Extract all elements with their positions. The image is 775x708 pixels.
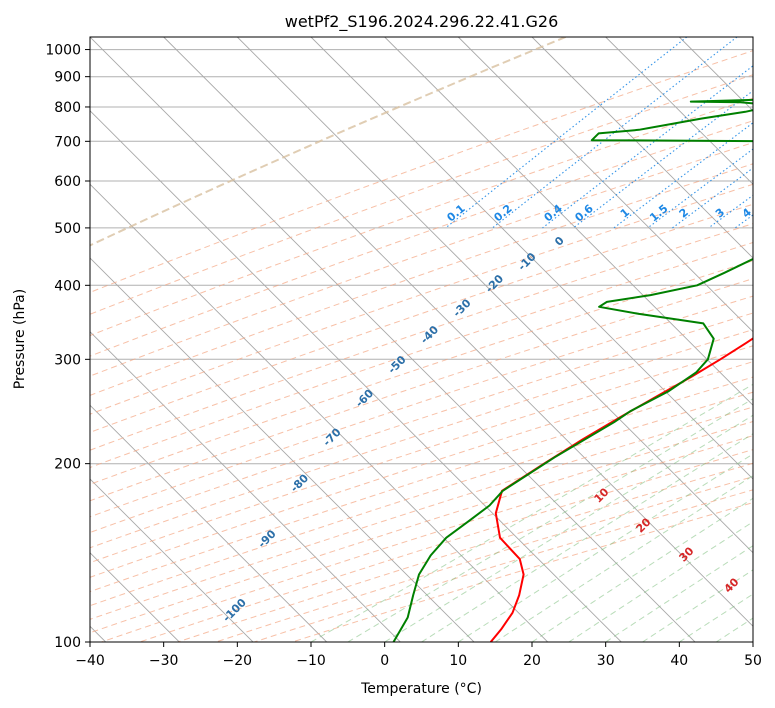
isotherm-line bbox=[531, 37, 753, 259]
isotherm-line bbox=[310, 37, 753, 480]
y-axis-label: Pressure (hPa) bbox=[12, 289, 28, 389]
moist-adiabat-line bbox=[531, 497, 753, 642]
isotherm-line bbox=[90, 331, 401, 642]
isotherm-line bbox=[90, 257, 475, 642]
isotherm-line bbox=[90, 37, 696, 642]
dry-adiabat-line bbox=[90, 142, 753, 377]
mixing-ratio-line bbox=[672, 167, 753, 229]
dry-adiabat-line bbox=[90, 345, 753, 564]
dry-adiabat-line bbox=[90, 361, 753, 578]
mixing-ratio-line bbox=[542, 65, 753, 229]
moist-adiabat-line bbox=[310, 383, 753, 642]
y-tick-label: 1000 bbox=[45, 43, 81, 59]
x-tick-label: 10 bbox=[449, 653, 467, 669]
profile-line bbox=[489, 337, 753, 642]
dry-adiabat-line bbox=[90, 120, 753, 357]
x-tick-label: 50 bbox=[744, 653, 762, 669]
y-tick-label: 200 bbox=[54, 457, 81, 473]
x-tick-label: 40 bbox=[670, 653, 688, 669]
dry-adiabat-line bbox=[90, 183, 753, 415]
isotherm-line bbox=[90, 404, 328, 642]
y-tick-label: 900 bbox=[54, 70, 81, 86]
x-tick-label: 20 bbox=[523, 653, 541, 669]
isotherm-line bbox=[236, 37, 753, 554]
dry-adiabat-line bbox=[254, 489, 753, 642]
dry-adiabat-line bbox=[90, 163, 753, 396]
y-tick-label: 800 bbox=[54, 100, 81, 116]
plot-area bbox=[90, 37, 753, 642]
x-tick-label: −20 bbox=[223, 653, 253, 669]
moist-adiabat-line bbox=[568, 521, 753, 642]
reference-curve-line bbox=[90, 37, 566, 247]
y-tick-label: 400 bbox=[54, 278, 81, 294]
background-lines bbox=[90, 37, 753, 642]
isotherm-line bbox=[90, 110, 622, 642]
dry-adiabat-line bbox=[139, 449, 753, 642]
mixing-ratio-line bbox=[445, 37, 688, 229]
dry-adiabat-line bbox=[90, 329, 753, 549]
isotherm-line bbox=[457, 37, 753, 333]
x-tick-label: −10 bbox=[296, 653, 326, 669]
moist-adiabat-line bbox=[494, 475, 753, 642]
y-tick-label: 300 bbox=[54, 352, 81, 368]
isotherm-line bbox=[163, 37, 753, 627]
isotherm-line bbox=[752, 37, 753, 38]
dry-adiabat-line bbox=[90, 50, 753, 293]
y-tick-label: 100 bbox=[54, 635, 81, 651]
x-axis-label: Temperature (°C) bbox=[360, 681, 482, 697]
moist-adiabat-line bbox=[384, 414, 753, 642]
dry-adiabat-line bbox=[101, 435, 753, 642]
dry-adiabat-line bbox=[215, 476, 753, 642]
isotherm-line bbox=[384, 37, 753, 406]
x-tick-label: −40 bbox=[75, 653, 105, 669]
x-tick-label: −30 bbox=[149, 653, 179, 669]
isotherm-line bbox=[90, 183, 549, 642]
dry-adiabat-line bbox=[292, 502, 753, 642]
axes-frame bbox=[89, 36, 754, 643]
y-tick-label: 600 bbox=[54, 174, 81, 190]
x-axis-ticks: −40 −30 −20 −10 0 10 20 30 40 50 bbox=[75, 642, 762, 669]
dry-adiabat-line bbox=[90, 97, 753, 337]
x-tick-label: 30 bbox=[597, 653, 615, 669]
chart-title: wetPf2_S196.2024.296.22.41.G26 bbox=[285, 12, 559, 32]
dry-adiabat-line bbox=[177, 462, 753, 642]
mixing-ratio-line bbox=[613, 122, 753, 229]
y-tick-label: 500 bbox=[54, 221, 81, 237]
isotherm-line bbox=[605, 37, 753, 185]
x-tick-label: 0 bbox=[380, 653, 389, 669]
y-axis-ticks: 1000 900 800 700 600 500 400 300 200 100 bbox=[45, 43, 90, 651]
y-tick-label: 700 bbox=[54, 134, 81, 150]
